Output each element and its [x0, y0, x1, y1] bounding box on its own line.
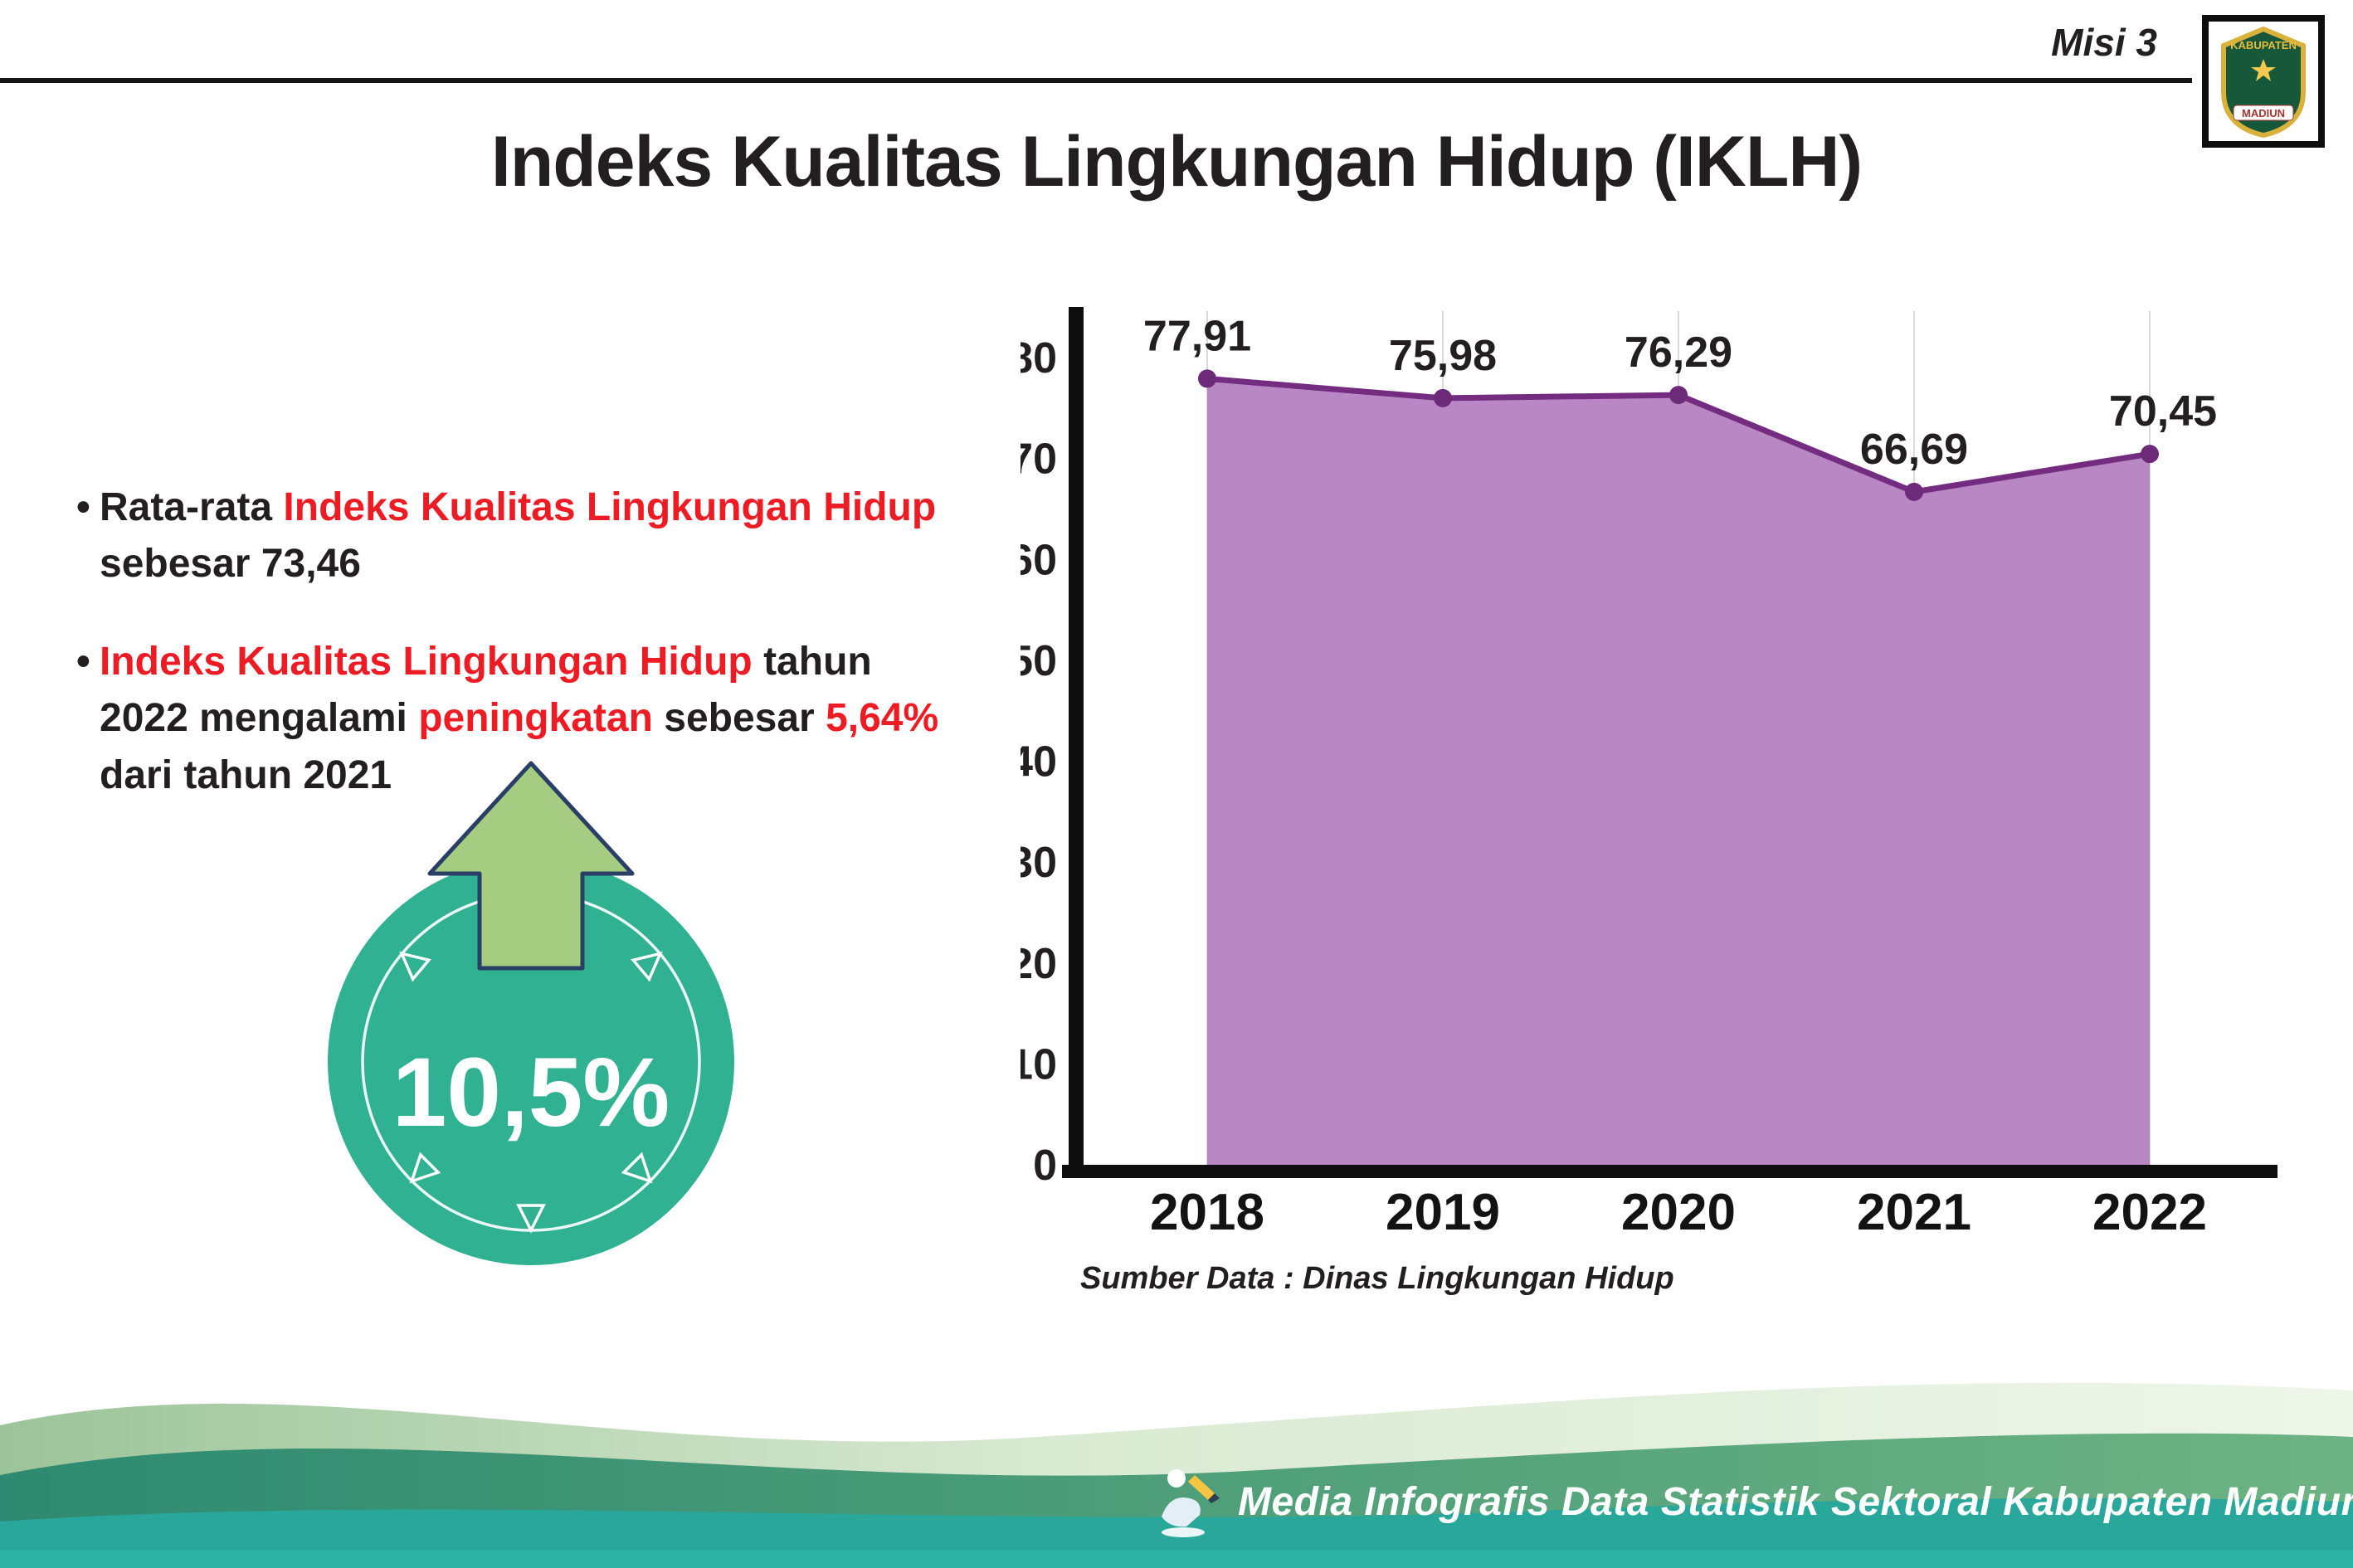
- logo-bottom-text: MADIUN: [2242, 107, 2285, 119]
- increase-arrow-icon: [427, 761, 635, 971]
- kabupaten-madiun-logo: KABUPATEN MADIUN: [2202, 15, 2325, 148]
- y-tick-label: 20: [1021, 940, 1057, 988]
- data-point: [1198, 369, 1216, 388]
- badge-tick-icon: [399, 951, 431, 982]
- data-label: 76,29: [1625, 329, 1732, 377]
- data-point: [1434, 388, 1452, 407]
- y-tick-label: 10: [1021, 1040, 1057, 1088]
- bullet-text: sebesar 73,46: [100, 542, 361, 587]
- bullet-text-highlight: Indeks Kualitas Lingkungan Hidup: [100, 640, 753, 684]
- data-label: 70,45: [2109, 387, 2217, 436]
- bullet-text-highlight: Indeks Kualitas Lingkungan Hidup: [283, 485, 937, 529]
- x-tick-label: 2022: [2092, 1184, 2207, 1241]
- y-axis: [1069, 307, 1084, 1178]
- bullet-text: dari tahun 2021: [100, 752, 392, 797]
- data-point: [1669, 386, 1688, 405]
- y-tick-label: 80: [1021, 334, 1057, 382]
- footer-caption: Media Infografis Data Statistik Sektoral…: [1153, 1465, 2353, 1538]
- badge-percentage: 10,5%: [392, 1038, 670, 1147]
- bullet-text-highlight: 5,64%: [826, 696, 939, 741]
- data-label: 77,91: [1143, 312, 1251, 360]
- footer-text: Media Infografis Data Statistik Sektoral…: [1238, 1479, 2353, 1524]
- badge-tick-icon: [621, 1152, 653, 1184]
- bullet-text: Rata-rata: [100, 485, 284, 529]
- data-label: 66,69: [1860, 426, 1968, 474]
- bullet-average-iklh: Rata-rata Indeks Kualitas Lingkungan Hid…: [76, 480, 964, 592]
- bullet-text: sebesar: [652, 696, 826, 741]
- y-tick-label: 70: [1021, 436, 1057, 484]
- y-tick-label: 30: [1021, 839, 1057, 887]
- bottom-bar: [0, 1550, 2353, 1568]
- crest-star-icon: [2251, 59, 2276, 81]
- mascot-icon: [1162, 1469, 1220, 1537]
- header-divider: [0, 78, 2192, 83]
- badge-tick-icon: [409, 1152, 441, 1184]
- x-tick-label: 2019: [1386, 1184, 1500, 1241]
- x-tick-label: 2020: [1621, 1184, 1736, 1241]
- data-label: 75,98: [1389, 332, 1497, 380]
- increase-badge: 10,5%: [328, 761, 734, 1265]
- source-note: Sumber Data : Dinas Lingkungan Hidup: [1080, 1261, 1674, 1296]
- y-tick-label: 40: [1021, 738, 1057, 786]
- page-title: Indeks Kualitas Lingkungan Hidup (IKLH): [490, 122, 1863, 202]
- bullet-text-highlight: peningkatan: [418, 696, 653, 741]
- y-tick-label: 60: [1021, 536, 1057, 584]
- badge-tick-icon: [516, 1204, 546, 1234]
- y-tick-label: 50: [1021, 637, 1057, 685]
- bullet-text: tahun 2022 mengalami: [100, 640, 872, 741]
- logo-crest: KABUPATEN MADIUN: [2221, 26, 2306, 139]
- logo-top-text: KABUPATEN: [2230, 39, 2297, 51]
- x-axis: [1062, 1165, 2277, 1178]
- x-tick-label: 2021: [1857, 1184, 1971, 1241]
- iklh-area-chart: 0 10 20 30 40 50 60 70 80 2018 2019 2020 2021 2022 77,…: [1021, 307, 2277, 1241]
- bullet-increase-2022: Indeks Kualitas Lingkungan Hidup tahun 2…: [76, 634, 964, 803]
- data-point: [1905, 482, 1923, 501]
- crest-banner: [2233, 105, 2294, 121]
- area-shape: [1207, 378, 2150, 1165]
- badge-tick-icon: [631, 951, 663, 982]
- y-tick-label: 0: [1033, 1142, 1057, 1190]
- bullet-list: Rata-rata Indeks Kualitas Lingkungan Hid…: [76, 480, 964, 845]
- data-point: [2141, 445, 2159, 464]
- x-tick-label: 2018: [1150, 1184, 1264, 1241]
- misi-label: Misi 3: [2051, 21, 2157, 64]
